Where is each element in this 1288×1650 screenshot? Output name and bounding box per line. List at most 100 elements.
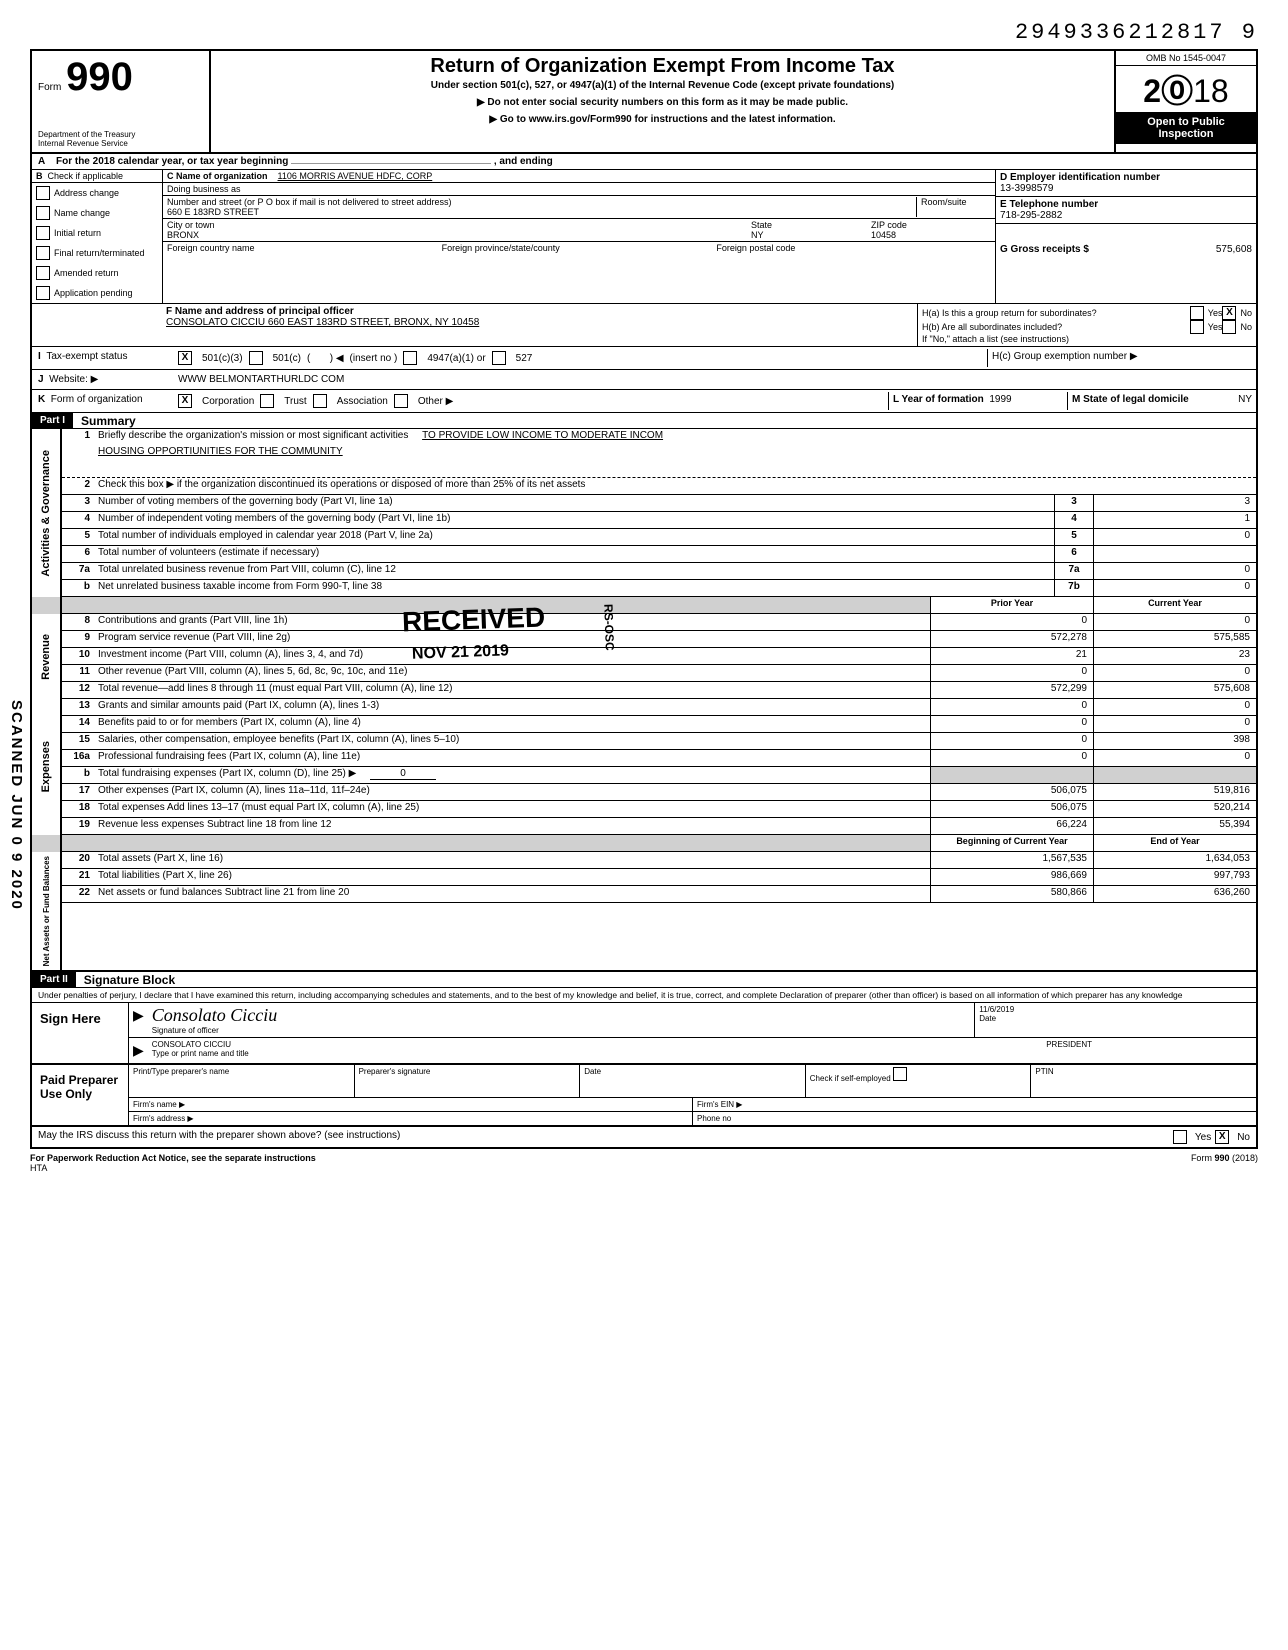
m-value: NY	[1238, 394, 1252, 405]
netassets-label: Net Assets or Fund Balances	[40, 852, 53, 970]
527-label: 527	[516, 353, 533, 364]
c-name-label: C Name of organization	[167, 171, 268, 181]
l-value: 1999	[989, 394, 1011, 405]
check-assoc[interactable]	[313, 394, 327, 408]
line1-desc: Briefly describe the organization's miss…	[98, 430, 408, 441]
type-name-label: Type or print name and title	[152, 1049, 1252, 1058]
hb-label: H(b) Are all subordinates included?	[922, 322, 1190, 332]
line4-desc: Number of independent voting members of …	[94, 512, 1054, 528]
table-row: 21Total liabilities (Part X, line 26)986…	[62, 869, 1256, 886]
k-text: Form of organization	[51, 394, 143, 405]
line3-desc: Number of voting members of the governin…	[94, 495, 1054, 511]
line-a-label: A	[38, 156, 45, 167]
prior-year-header: Prior Year	[930, 597, 1093, 613]
sig-officer-label: Signature of officer	[152, 1026, 970, 1035]
firm-name-label: Firm's name ▶	[129, 1098, 693, 1111]
ha-yes-check[interactable]	[1190, 306, 1204, 320]
website-note: Go to www.irs.gov/Form990 for instructio…	[500, 114, 836, 125]
check-corp[interactable]	[178, 394, 192, 408]
zip-label: ZIP code	[871, 220, 991, 230]
insert-no: (insert no )	[350, 353, 398, 364]
discuss-no-check[interactable]	[1215, 1130, 1229, 1144]
check-self-employed[interactable]	[893, 1067, 907, 1081]
hb-no-check[interactable]	[1222, 320, 1236, 334]
check-app-pending[interactable]	[36, 286, 50, 300]
table-row: 22Net assets or fund balances Subtract l…	[62, 886, 1256, 903]
check-501c3[interactable]	[178, 351, 192, 365]
end-year-header: End of Year	[1093, 835, 1256, 851]
other-label: Other ▶	[418, 396, 453, 407]
city-value: BRONX	[167, 230, 751, 240]
check-final-return[interactable]	[36, 246, 50, 260]
m-label: M State of legal domicile	[1072, 394, 1189, 405]
j-text: Website: ▶	[49, 374, 98, 385]
check-initial-return[interactable]	[36, 226, 50, 240]
table-row: 18Total expenses Add lines 13–17 (must e…	[62, 801, 1256, 818]
check-527[interactable]	[492, 351, 506, 365]
part2-label: Part II	[32, 972, 76, 987]
table-row: bTotal fundraising expenses (Part IX, co…	[62, 767, 1256, 784]
trust-label: Trust	[284, 396, 306, 407]
room-label: Room/suite	[921, 197, 967, 207]
ha-no: No	[1240, 308, 1252, 318]
line7b-box: 7b	[1054, 580, 1093, 596]
line-a-mid: , and ending	[494, 156, 553, 167]
d-ein-value: 13-3998579	[1000, 183, 1252, 194]
line4-box: 4	[1054, 512, 1093, 528]
check-trust[interactable]	[260, 394, 274, 408]
zip-value: 10458	[871, 230, 991, 240]
preparer-date-label: Date	[584, 1067, 801, 1076]
website-value: WWW BELMONTARTHURLDC COM	[178, 374, 344, 385]
501c-label: 501(c)	[273, 353, 301, 364]
current-year-header: Current Year	[1093, 597, 1256, 613]
foreign-country-label: Foreign country name	[167, 243, 442, 253]
table-row: 14Benefits paid to or for members (Part …	[62, 716, 1256, 733]
check-amended[interactable]	[36, 266, 50, 280]
table-row: 17Other expenses (Part IX, column (A), l…	[62, 784, 1256, 801]
officer-title: PRESIDENT	[1046, 1040, 1092, 1049]
ha-label: H(a) Is this a group return for subordin…	[922, 308, 1190, 318]
table-row: 13Grants and similar amounts paid (Part …	[62, 699, 1256, 716]
line-a-text: For the 2018 calendar year, or tax year …	[56, 156, 288, 167]
line2-desc: Check this box ▶ if the organization dis…	[98, 479, 585, 490]
line1-mission: TO PROVIDE LOW INCOME TO MODERATE INCOM	[422, 430, 663, 441]
g-gross-label: G Gross receipts $	[1000, 244, 1089, 255]
discuss-yes-check[interactable]	[1173, 1130, 1187, 1144]
form-number: 990	[66, 55, 133, 99]
b-label: B	[36, 171, 43, 181]
final-return-label: Final return/terminated	[54, 248, 145, 258]
revenue-label: Revenue	[38, 630, 54, 684]
hb-yes-check[interactable]	[1190, 320, 1204, 334]
open-public: Open to Public	[1118, 116, 1254, 128]
table-row: 16aProfessional fundraising fees (Part I…	[62, 750, 1256, 767]
check-4947[interactable]	[403, 351, 417, 365]
line7a-val: 0	[1093, 563, 1256, 579]
ha-no-check[interactable]	[1222, 306, 1236, 320]
ssn-note: Do not enter social security numbers on …	[487, 97, 848, 108]
app-pending-label: Application pending	[54, 288, 133, 298]
check-address-change[interactable]	[36, 186, 50, 200]
line7b-desc: Net unrelated business taxable income fr…	[94, 580, 1054, 596]
state-value: NY	[751, 230, 871, 240]
f-officer-value: CONSOLATO CICCIU 660 EAST 183RD STREET, …	[166, 317, 913, 328]
document-id-number: 2949336212817 9	[30, 20, 1258, 45]
assoc-label: Association	[337, 396, 388, 407]
line7a-box: 7a	[1054, 563, 1093, 579]
check-other[interactable]	[394, 394, 408, 408]
firm-ein-label: Firm's EIN ▶	[693, 1098, 1256, 1111]
table-row: 15Salaries, other compensation, employee…	[62, 733, 1256, 750]
corp-label: Corporation	[202, 396, 254, 407]
hb-yes: Yes	[1208, 322, 1223, 332]
governance-label: Activities & Governance	[38, 446, 54, 581]
table-row: 12Total revenue—add lines 8 through 11 (…	[62, 682, 1256, 699]
k-label: K	[38, 394, 45, 405]
e-phone-label: E Telephone number	[1000, 199, 1252, 210]
check-501c[interactable]	[249, 351, 263, 365]
sign-date-value: 11/6/2019	[979, 1005, 1252, 1014]
paid-preparer-label: Paid Preparer Use Only	[32, 1065, 129, 1125]
officer-signature: Consolato Cicciu	[152, 1005, 970, 1026]
expenses-label: Expenses	[38, 737, 54, 796]
officer-name: CONSOLATO CICCIU	[152, 1040, 231, 1049]
addr-value: 660 E 183RD STREET	[167, 207, 916, 217]
check-name-change[interactable]	[36, 206, 50, 220]
